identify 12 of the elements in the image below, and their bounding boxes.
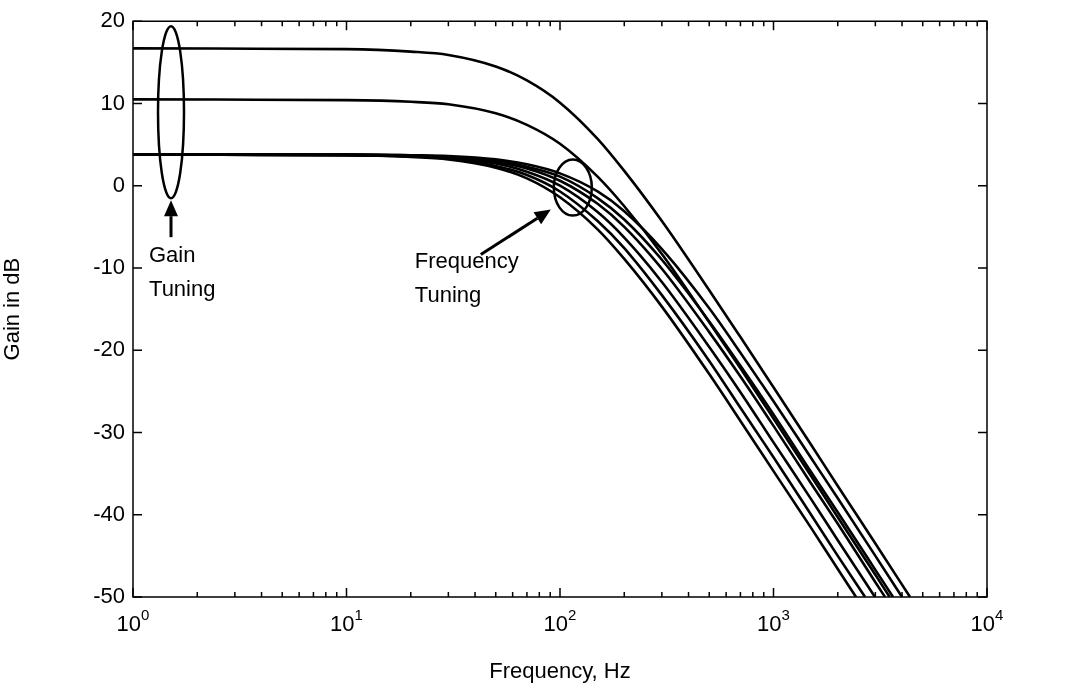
y-tick-label: -50 xyxy=(93,583,125,609)
y-tick-label: -20 xyxy=(93,336,125,362)
annotation: Gain Tuning xyxy=(149,242,216,302)
y-tick-label: -10 xyxy=(93,254,125,280)
y-tick-label: 0 xyxy=(112,171,125,197)
y-tick-label: -30 xyxy=(93,418,125,444)
x-axis-title: Frequency, Hz xyxy=(489,657,631,683)
annotation: Frequency Tuning xyxy=(414,247,519,307)
y-tick-label: 20 xyxy=(100,7,125,33)
y-axis-title: Gain in dB xyxy=(0,257,25,361)
y-tick-label: -40 xyxy=(93,500,125,526)
y-tick-label: 10 xyxy=(100,89,125,115)
